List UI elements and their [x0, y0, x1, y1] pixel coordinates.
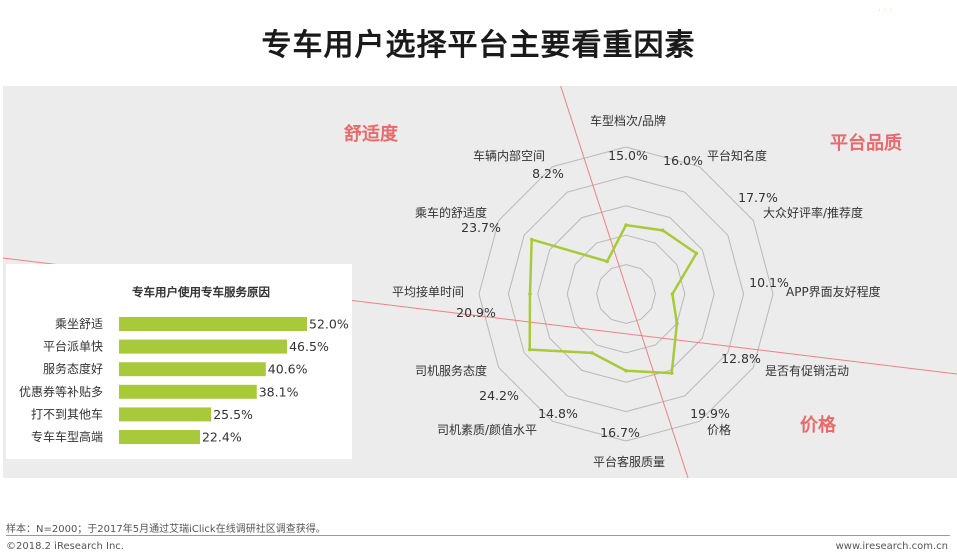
bar-5 [119, 407, 212, 422]
radar-grid-ring-1 [478, 146, 774, 442]
bar-value-label-1: 52.0% [309, 317, 349, 332]
radar-point-7 [624, 368, 628, 373]
radar-value-label-12: 8.2% [532, 166, 564, 181]
radar-axis-label-9: 司机服务态度 [415, 363, 487, 378]
bar-1 [119, 317, 307, 331]
radar-grid-ring-2 [507, 175, 745, 413]
bar-category-label-5: 打不到其他车 [31, 406, 103, 421]
radar-value-label-6: 19.9% [690, 406, 730, 421]
radar-series-line [528, 223, 698, 375]
bar-6 [119, 430, 200, 444]
radar-axis-label-7: 平台客服质量 [593, 454, 665, 469]
footer-divider [6, 535, 950, 536]
bar-category-label-4: 优惠券等补贴多 [19, 384, 103, 399]
radar-point-1 [624, 223, 628, 227]
bar-category-label-1: 乘坐舒适 [55, 317, 103, 331]
bar-2 [119, 339, 288, 354]
radar-value-label-5: 12.8% [721, 351, 761, 366]
radar-value-label-2: 16.0% [663, 153, 703, 168]
radar-value-label-7: 16.7% [600, 425, 640, 440]
radar-value-label-1: 15.0% [608, 148, 648, 163]
radar-axis-label-5: 是否有促销活动 [765, 364, 849, 378]
radar-axis-label-2: 平台知名度 [707, 148, 767, 163]
radar-point-10 [528, 292, 532, 296]
bar-category-label-2: 平台派单快 [43, 339, 103, 354]
radar-value-label-9: 24.2% [479, 388, 519, 403]
radar-axis-label-10: 平均接单时间 [392, 284, 464, 299]
divider-vertical-line [560, 86, 689, 478]
radar-value-label-11: 23.7% [461, 220, 501, 235]
radar-axis-label-8: 司机素质/颜值水平 [437, 422, 537, 437]
sample-footnote: 样本：N=2000；于2017年5月通过艾瑞iClick在线调研社区调查获得。 [6, 524, 326, 535]
radar-axis-label-11: 乘车的舒适度 [415, 205, 487, 220]
radar-value-label-4: 10.1% [749, 275, 789, 290]
bar-category-label-6: 专车车型高端 [31, 429, 103, 444]
decorative-marks: · · · [878, 6, 893, 16]
bar-value-label-6: 22.4% [202, 430, 242, 445]
radar-point-3 [694, 251, 699, 256]
radar-point-5 [675, 321, 679, 326]
radar-grid-ring-5 [596, 264, 656, 324]
category-label-1: 舒适度 [344, 123, 399, 145]
radar-value-label-3: 17.7% [738, 190, 778, 205]
radar-axis-label-12: 车辆内部空间 [473, 148, 545, 163]
radar-series [527, 223, 699, 375]
radar-value-label-10: 20.9% [456, 305, 496, 320]
bar-value-label-4: 38.1% [259, 384, 299, 399]
website-link[interactable]: www.iresearch.com.cn [835, 541, 948, 552]
bar-category-label-3: 服务态度好 [43, 361, 103, 376]
radar-point-11 [529, 237, 534, 242]
chart-panel: 车型档次/品牌 15.0% 平台知名度 16.0% 大众好评率/推荐度 17.7% APP界… [3, 86, 957, 478]
radar-axis-label-6: 价格 [707, 422, 731, 437]
radar-point-12 [605, 259, 609, 264]
radar-axis-label-3: 大众好评率/推荐度 [763, 205, 863, 220]
bar-3 [119, 362, 266, 377]
page-title: 专车用户选择平台主要看重因素 [261, 28, 696, 63]
radar-grid [478, 146, 774, 442]
copyright-text: ©2018.2 iResearch Inc. [6, 541, 124, 552]
radar-value-label-8: 14.8% [538, 406, 578, 421]
bar-value-label-3: 40.6% [268, 362, 308, 377]
category-label-2: 平台品质 [830, 132, 902, 154]
radar-axis-label-1: 车型档次/品牌 [590, 113, 666, 128]
bar-chart-title: 专车用户使用专车服务原因 [132, 285, 270, 299]
reason-bar-chart-card: 专车用户使用专车服务原因乘坐舒适 52.0% 平台派单快 46.5% 服务态度好 40.6… [6, 264, 352, 459]
radar-point-2 [660, 228, 665, 233]
bar-4 [119, 384, 257, 399]
radar-point-8 [590, 351, 594, 355]
radar-point-9 [527, 347, 532, 352]
radar-point-6 [669, 371, 674, 375]
bar-value-label-5: 25.5% [213, 407, 253, 422]
radar-grid-ring-4 [566, 234, 686, 354]
category-label-4: 价格 [800, 414, 837, 436]
radar-point-4 [670, 292, 675, 296]
bar-value-label-2: 46.5% [289, 339, 329, 354]
radar-grid-ring-3 [537, 205, 715, 383]
radar-axis-label-4: APP界面友好程度 [786, 284, 881, 299]
